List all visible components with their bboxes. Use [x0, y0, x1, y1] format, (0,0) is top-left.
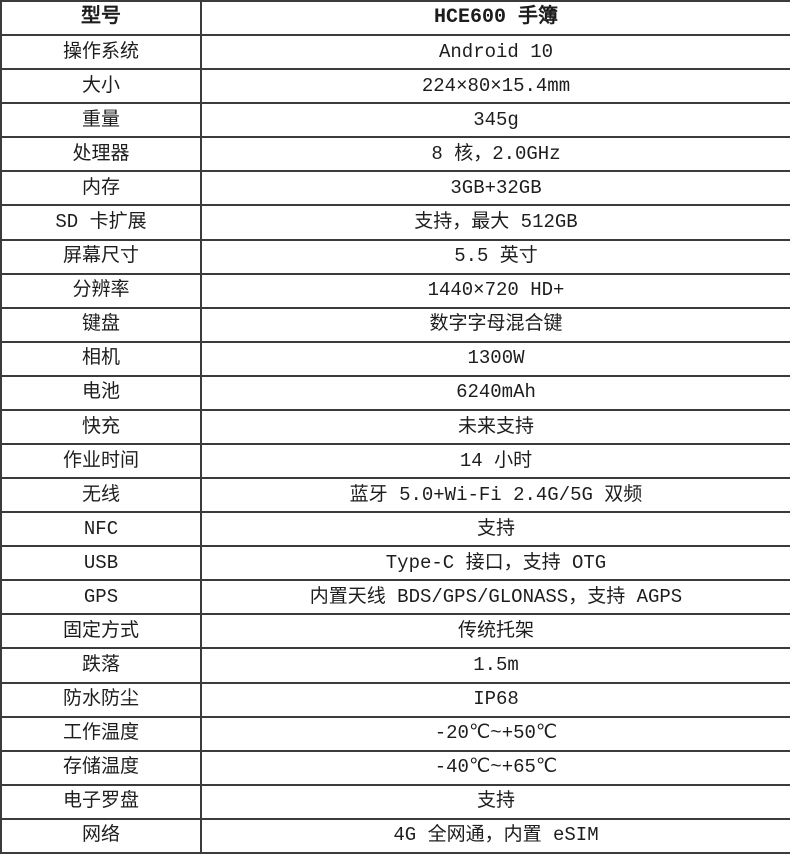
spec-value-cell: 1440×720 HD+	[200, 272, 790, 309]
spec-label-cell: 固定方式	[0, 613, 202, 650]
spec-value-cell: 支持，最大 512GB	[200, 204, 790, 241]
spec-row: 分辨率 1440×720 HD+	[0, 272, 790, 309]
spec-label-cell: 跌落	[0, 647, 202, 684]
spec-row: 重量 345g	[0, 102, 790, 139]
spec-row: 快充 未来支持	[0, 408, 790, 446]
spec-row: 网络 4G 全网通，内置 eSIM	[0, 817, 790, 854]
spec-row: NFC 支持	[0, 511, 790, 548]
spec-label-cell: 相机	[0, 340, 202, 377]
spec-value-cell: 支持	[200, 511, 790, 548]
spec-row: 跌落 1.5m	[0, 647, 790, 684]
spec-header-value: HCE600 手簿	[200, 0, 790, 37]
spec-value-cell: 1300W	[200, 340, 790, 377]
spec-label-cell: 处理器	[0, 136, 202, 173]
spec-row: 操作系统 Android 10	[0, 34, 790, 71]
spec-value-cell: 1.5m	[200, 647, 790, 684]
spec-label-cell: USB	[0, 545, 202, 582]
spec-value-cell: 6240mAh	[200, 374, 790, 411]
spec-row: 存储温度 -40℃~+65℃	[0, 749, 790, 786]
spec-row: 电子罗盘 支持	[0, 783, 790, 820]
spec-label-cell: 操作系统	[0, 34, 202, 71]
spec-row: 处理器 8 核，2.0GHz	[0, 136, 790, 173]
spec-row: 大小 224×80×15.4mm	[0, 68, 790, 105]
spec-row: 固定方式 传统托架	[0, 613, 790, 650]
spec-row: SD 卡扩展 支持，最大 512GB	[0, 204, 790, 241]
spec-label-cell: 防水防尘	[0, 681, 202, 718]
spec-value-cell: Android 10	[200, 34, 790, 71]
spec-value-cell: 4G 全网通，内置 eSIM	[200, 817, 790, 854]
spec-label-cell: 键盘	[0, 306, 202, 343]
spec-label-cell: 无线	[0, 477, 202, 514]
spec-row: 工作温度 -20℃~+50℃	[0, 715, 790, 752]
spec-row: 屏幕尺寸 5.5 英寸	[0, 238, 790, 275]
spec-row: 无线 蓝牙 5.0+Wi-Fi 2.4G/5G 双频	[0, 477, 790, 514]
spec-value-cell: Type-C 接口，支持 OTG	[200, 545, 790, 582]
spec-label-cell: 电子罗盘	[0, 783, 202, 820]
spec-row: 键盘 数字字母混合键	[0, 306, 790, 343]
spec-value-cell: 8 核，2.0GHz	[200, 136, 790, 173]
spec-label-cell: NFC	[0, 511, 202, 548]
spec-value-cell: 内置天线 BDS/GPS/GLONASS，支持 AGPS	[200, 579, 790, 616]
spec-value-cell: 224×80×15.4mm	[200, 68, 790, 105]
spec-label-cell: 快充	[0, 408, 202, 446]
spec-row: 相机 1300W	[0, 340, 790, 377]
spec-header-label: 型号	[0, 0, 202, 37]
spec-label-cell: 屏幕尺寸	[0, 238, 202, 275]
spec-label-cell: 存储温度	[0, 749, 202, 786]
spec-value-cell: 未来支持	[200, 408, 790, 446]
spec-label-cell: 大小	[0, 68, 202, 105]
spec-value-cell: 3GB+32GB	[200, 170, 790, 207]
spec-value-cell: 传统托架	[200, 613, 790, 650]
spec-value-cell: IP68	[200, 681, 790, 718]
spec-value-cell: -40℃~+65℃	[200, 749, 790, 786]
spec-row: USB Type-C 接口，支持 OTG	[0, 545, 790, 582]
spec-label-cell: GPS	[0, 579, 202, 616]
spec-value-cell: 数字字母混合键	[200, 306, 790, 343]
spec-value-cell: 14 小时	[200, 443, 790, 480]
spec-label-cell: 网络	[0, 817, 202, 854]
spec-value-cell: -20℃~+50℃	[200, 715, 790, 752]
spec-value-cell: 蓝牙 5.0+Wi-Fi 2.4G/5G 双频	[200, 477, 790, 514]
spec-label-cell: 作业时间	[0, 443, 202, 480]
spec-label-cell: 工作温度	[0, 715, 202, 752]
spec-row: 内存 3GB+32GB	[0, 170, 790, 207]
spec-label-cell: SD 卡扩展	[0, 204, 202, 241]
spec-value-cell: 支持	[200, 783, 790, 820]
spec-label-cell: 重量	[0, 102, 202, 139]
spec-value-cell: 345g	[200, 102, 790, 139]
spec-value-cell: 5.5 英寸	[200, 238, 790, 275]
spec-label-cell: 分辨率	[0, 272, 202, 309]
spec-row: 作业时间 14 小时	[0, 443, 790, 480]
spec-label-cell: 电池	[0, 374, 202, 411]
spec-row: 防水防尘 IP68	[0, 681, 790, 718]
spec-row: GPS 内置天线 BDS/GPS/GLONASS，支持 AGPS	[0, 579, 790, 616]
spec-label-cell: 内存	[0, 170, 202, 207]
spec-row: 电池 6240mAh	[0, 374, 790, 411]
spec-header-row: 型号 HCE600 手簿	[0, 0, 790, 37]
